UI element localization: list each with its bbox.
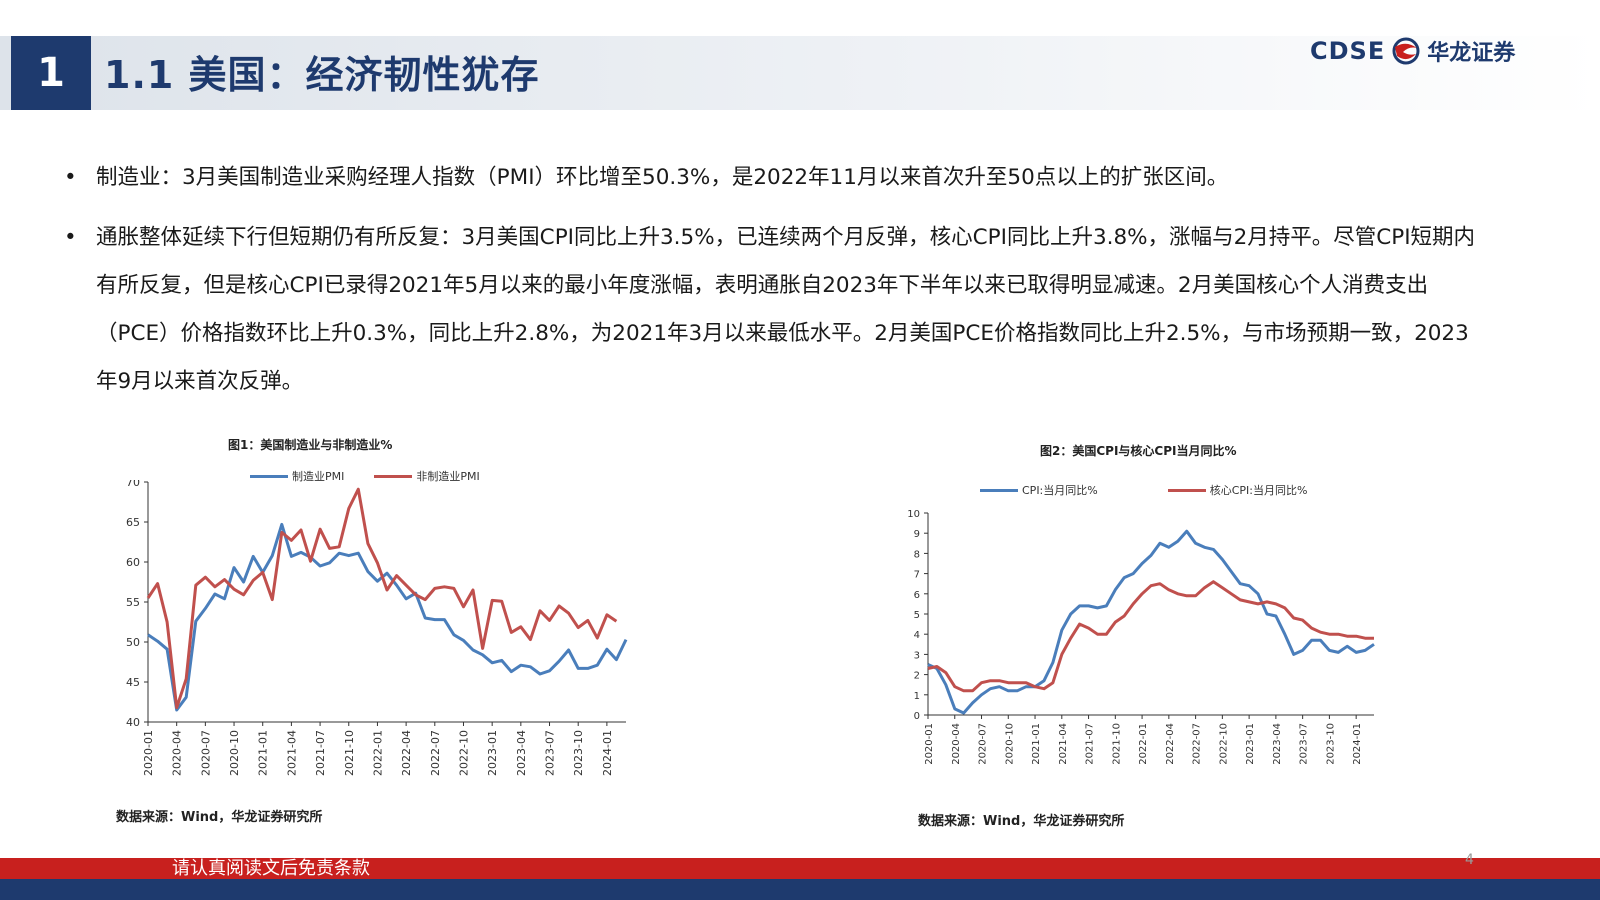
- x-tick-label: 2022-10: [457, 730, 470, 776]
- bullet-manufacturing: • 制造业：3月美国制造业采购经理人指数（PMI）环比增至50.3%，是2022…: [60, 154, 1480, 202]
- y-tick-label: 50: [126, 636, 140, 649]
- y-tick-label: 6: [914, 590, 920, 601]
- x-tick-label: 2022-01: [1138, 723, 1149, 765]
- legend-label: 非制造业PMI: [416, 470, 480, 483]
- page-title: 1.1 美国：经济韧性犹存: [104, 53, 540, 97]
- y-tick-label: 60: [126, 556, 140, 569]
- logo-text: CDSE: [1310, 37, 1386, 65]
- legend-label: 核心CPI:当月同比%: [1209, 484, 1308, 497]
- x-tick-label: 2022-10: [1218, 723, 1229, 765]
- series-line-2: [146, 487, 618, 710]
- chart2-legend: CPI:当月同比% 核心CPI:当月同比%: [980, 482, 1307, 498]
- legend-swatch: [250, 474, 288, 478]
- footer-blue-bar: [0, 879, 1600, 900]
- x-tick-label: 2020-10: [228, 730, 241, 776]
- y-tick-label: 65: [126, 516, 140, 529]
- y-tick-label: 1: [914, 691, 920, 702]
- x-tick-label: 2024-01: [601, 730, 614, 776]
- x-tick-label: 2020-07: [199, 730, 212, 776]
- x-tick-label: 2022-07: [1192, 723, 1203, 765]
- x-tick-label: 2023-10: [1325, 723, 1336, 765]
- company-logo: CDSE 华龙证券: [1310, 36, 1515, 66]
- x-tick-label: 2021-07: [314, 730, 327, 776]
- x-tick-label: 2023-07: [1299, 723, 1310, 765]
- x-tick-label: 2021-01: [1031, 723, 1042, 765]
- x-tick-label: 2022-07: [429, 730, 442, 776]
- x-tick-label: 2020-01: [142, 730, 155, 776]
- y-tick-label: 0: [914, 711, 920, 722]
- x-tick-label: 2023-04: [1272, 723, 1283, 765]
- y-tick-label: 9: [914, 529, 920, 540]
- x-tick-label: 2022-01: [371, 730, 384, 776]
- bullet-marker: •: [64, 165, 77, 190]
- chart2-title: 图2：美国CPI与核心CPI当月同比%: [1040, 444, 1237, 458]
- x-tick-label: 2023-07: [544, 730, 557, 776]
- series-line-1: [927, 529, 1375, 715]
- y-tick-label: 55: [126, 596, 140, 609]
- bullet-list: • 制造业：3月美国制造业采购经理人指数（PMI）环比增至50.3%，是2022…: [60, 154, 1480, 418]
- y-tick-label: 8: [914, 549, 920, 560]
- chart2-source: 数据来源：Wind，华龙证券研究所: [918, 814, 1125, 829]
- dragon-logo-icon: [1392, 37, 1420, 65]
- x-tick-label: 2024-01: [1352, 723, 1363, 765]
- logo-cn-name: 华龙证券: [1427, 41, 1516, 66]
- y-tick-label: 45: [126, 676, 140, 689]
- chart1-title: 图1：美国制造业与非制造业%: [228, 438, 393, 452]
- x-tick-label: 2023-10: [572, 730, 585, 776]
- legend-swatch: [980, 488, 1018, 492]
- legend-label: CPI:当月同比%: [1022, 484, 1098, 497]
- y-tick-label: 4: [914, 630, 920, 641]
- legend-swatch: [374, 474, 413, 478]
- bullet-marker: •: [64, 225, 77, 250]
- x-tick-label: 2022-04: [1165, 723, 1176, 765]
- x-tick-label: 2021-07: [1085, 723, 1096, 765]
- x-tick-label: 2021-01: [257, 730, 270, 776]
- bullet-text: 制造业：3月美国制造业采购经理人指数（PMI）环比增至50.3%，是2022年1…: [96, 165, 1229, 190]
- x-tick-label: 2020-01: [924, 723, 935, 765]
- disclaimer-link[interactable]: 请认真阅读文后免责条款: [172, 858, 370, 879]
- y-tick-label: 2: [914, 671, 920, 682]
- legend-swatch: [1167, 488, 1206, 492]
- y-tick-label: 70: [126, 480, 140, 489]
- x-tick-label: 2020-10: [1004, 723, 1015, 765]
- y-tick-label: 7: [914, 570, 920, 581]
- x-tick-label: 2023-04: [515, 730, 528, 776]
- page-number: 4: [1465, 852, 1474, 868]
- y-tick-label: 40: [126, 716, 140, 729]
- chart2-cpi: 0 1 2 3 4 5 6 7 8 9 10 2020-01 2020-04 2020-07 2020-10…: [907, 510, 1375, 765]
- header-band: [0, 36, 1600, 110]
- x-tick-label: 2022-04: [400, 730, 413, 776]
- x-tick-label: 2021-04: [285, 730, 298, 776]
- x-tick-label: 2021-10: [343, 730, 356, 776]
- y-tick-label: 10: [907, 510, 920, 520]
- x-tick-label: 2021-10: [1111, 723, 1122, 765]
- x-tick-label: 2020-07: [978, 723, 989, 765]
- chart1-legend: 制造业PMI 非制造业PMI: [250, 468, 480, 484]
- chart1-source: 数据来源：Wind，华龙证券研究所: [116, 810, 323, 825]
- x-tick-label: 2023-01: [1245, 723, 1256, 765]
- x-tick-label: 2020-04: [171, 730, 184, 776]
- x-tick-label: 2023-01: [486, 730, 499, 776]
- section-number: 1: [11, 36, 91, 110]
- y-tick-label: 5: [914, 610, 920, 621]
- y-tick-label: 3: [914, 650, 920, 661]
- series-line-2: [927, 580, 1374, 693]
- series-line-1: [147, 522, 628, 712]
- bullet-text: 通胀整体延续下行但短期仍有所反复：3月美国CPI同比上升3.5%，已连续两个月反…: [96, 225, 1476, 394]
- chart1-pmi: 40 45 50 55 60 65 70 2020-01 2020-04 2020-07 2020-…: [126, 480, 628, 776]
- footer-red-bar: [0, 858, 1600, 879]
- x-tick-label: 2021-04: [1058, 723, 1069, 765]
- legend-label: 制造业PMI: [292, 470, 345, 483]
- x-tick-label: 2020-04: [951, 723, 962, 765]
- bullet-inflation: • 通胀整体延续下行但短期仍有所反复：3月美国CPI同比上升3.5%，已连续两个…: [60, 214, 1480, 406]
